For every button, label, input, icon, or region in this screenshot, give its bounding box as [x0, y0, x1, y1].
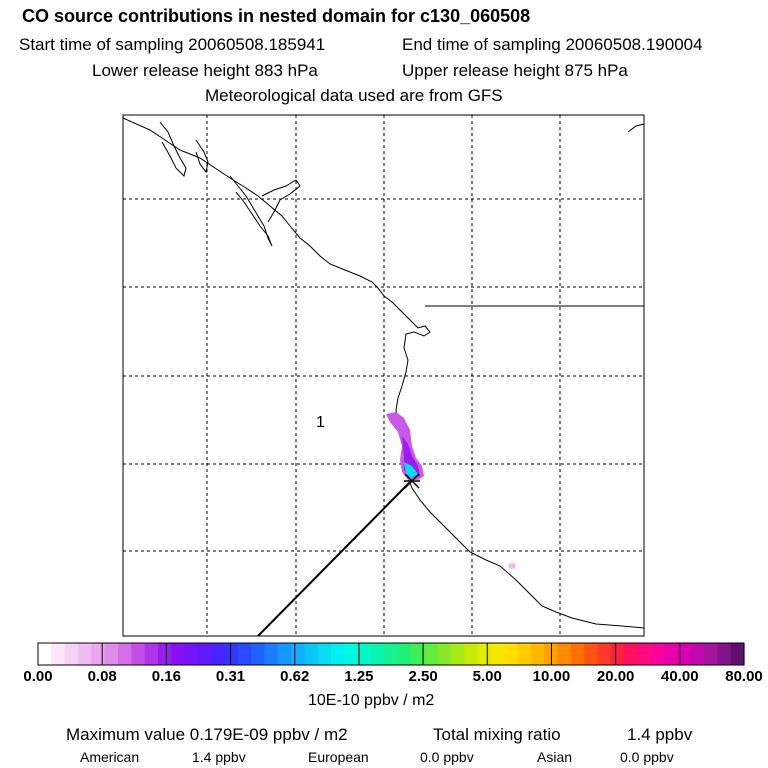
- colorbar-frame: [37, 642, 745, 666]
- colorbar-tick-label: 1.25: [344, 668, 374, 685]
- colorbar-cell: [690, 643, 705, 665]
- colorbar-cell: [157, 643, 172, 665]
- source-american-value: 1.4 ppbv: [192, 749, 246, 765]
- colorbar-cell: [490, 643, 505, 665]
- met-data-note: Meteorological data used are from GFS: [205, 86, 503, 105]
- colorbar-cell: [331, 643, 345, 665]
- plume-spot: [508, 563, 516, 569]
- colorbar-cell: [464, 643, 479, 665]
- upper-release-height: Upper release height 875 hPa: [402, 61, 628, 80]
- colorbar-cell: [197, 643, 212, 665]
- colorbar-cell: [104, 643, 119, 665]
- end-time: End time of sampling 20060508.190004: [402, 35, 703, 54]
- colorbar-cell: [291, 643, 306, 665]
- source-european-value: 0.0 ppbv: [420, 749, 474, 765]
- colorbar-tick-label: 0.62: [280, 668, 310, 685]
- source-asian-label: Asian: [537, 749, 573, 765]
- colorbar-cell: [224, 643, 239, 665]
- max-value-text: Maximum value 0.179E-09 ppbv / m2: [66, 725, 348, 744]
- plume: [386, 412, 516, 569]
- colorbar-tick-label: 40.00: [661, 668, 699, 685]
- colorbar-cell: [64, 643, 79, 665]
- colorbar-tick-label: 20.00: [596, 668, 635, 685]
- colorbar-cell: [637, 643, 652, 665]
- total-mixing-ratio-value: 1.4 ppbv: [627, 725, 693, 744]
- start-time: Start time of sampling 20060508.185941: [19, 35, 326, 54]
- colorbar-tick-label: 10.00: [532, 668, 571, 685]
- colorbar-tick-label: 0.08: [87, 668, 117, 685]
- region-label: 1: [316, 414, 325, 431]
- colorbar-tick-label: 0.31: [215, 668, 246, 685]
- colorbar-cell: [371, 643, 385, 665]
- colorbar-cell: [477, 643, 492, 665]
- colorbar-tick-label: 80.00: [725, 668, 763, 685]
- colorbar-tick-label: 0.16: [151, 668, 181, 685]
- coast-ne: [627, 123, 645, 133]
- island-chain-2: [195, 139, 209, 174]
- coastline: [122, 117, 645, 629]
- colorbar-cell: [357, 643, 372, 665]
- colorbar-cell: [664, 643, 678, 665]
- colorbar-cell: [597, 643, 612, 665]
- release-site-marker: [404, 473, 420, 489]
- colorbar-cell: [171, 643, 186, 665]
- colorbar-cell: [317, 643, 332, 665]
- source-american-label: American: [80, 749, 140, 765]
- colorbar-unit: 10E-10 ppbv / m2: [308, 692, 435, 709]
- colorbar-cell: [184, 643, 199, 665]
- total-mixing-ratio-label: Total mixing ratio: [433, 725, 561, 744]
- colorbar-cell: [450, 643, 465, 665]
- colorbar-cell: [51, 643, 66, 665]
- plume-core: [404, 462, 418, 478]
- colorbar-cell: [704, 643, 718, 665]
- colorbar-cell: [424, 643, 439, 665]
- colorbar-cell: [530, 643, 545, 665]
- colorbar-cell: [650, 643, 665, 665]
- colorbar-cell: [624, 643, 639, 665]
- source-european-label: European: [308, 749, 369, 765]
- colorbar-cell: [384, 643, 399, 665]
- lower-release-height: Lower release height 883 hPa: [92, 61, 318, 80]
- colorbar-cell: [410, 643, 425, 665]
- colorbar-cell: [237, 643, 252, 665]
- colorbar-dividers: [101, 643, 681, 665]
- colorbar-cell: [131, 643, 146, 665]
- colorbar-cell: [570, 643, 585, 665]
- colorbar-cells: [38, 643, 745, 665]
- colorbar-cell: [304, 643, 319, 665]
- colorbar-tick-label: 0.00: [23, 668, 53, 685]
- source-asian-value: 0.0 ppbv: [620, 749, 674, 765]
- colorbar-cell: [38, 643, 52, 665]
- colorbar-cell: [344, 643, 359, 665]
- colorbar-cell: [730, 643, 745, 665]
- colorbar-cell: [211, 643, 226, 665]
- colorbar-cell: [557, 643, 572, 665]
- colorbar-cell: [117, 643, 132, 665]
- colorbar-cell: [717, 643, 732, 665]
- colorbar-cell: [504, 643, 519, 665]
- colorbar-cell: [144, 643, 159, 665]
- colorbar-cell: [584, 643, 599, 665]
- colorbar-cell: [251, 643, 266, 665]
- colorbar-cell: [91, 643, 106, 665]
- colorbar-cell: [677, 643, 692, 665]
- colorbar-tick-label: 2.50: [408, 668, 438, 685]
- colorbar-cell: [264, 643, 279, 665]
- island-chain-1: [159, 121, 187, 177]
- coast-main: [122, 117, 645, 629]
- colorbar-cell: [77, 643, 92, 665]
- island-chain-3: [229, 175, 273, 247]
- colorbar-cell: [397, 643, 412, 665]
- chart-title: CO source contributions in nested domain…: [22, 6, 531, 26]
- colorbar-cell: [610, 643, 625, 665]
- coast-inlet: [261, 179, 301, 223]
- graticule: [123, 115, 644, 636]
- colorbar-cell: [517, 643, 532, 665]
- colorbar-cell: [437, 643, 452, 665]
- colorbar-cell: [277, 643, 292, 665]
- colorbar-tick-label: 5.00: [472, 668, 502, 685]
- flight-track: [257, 479, 413, 637]
